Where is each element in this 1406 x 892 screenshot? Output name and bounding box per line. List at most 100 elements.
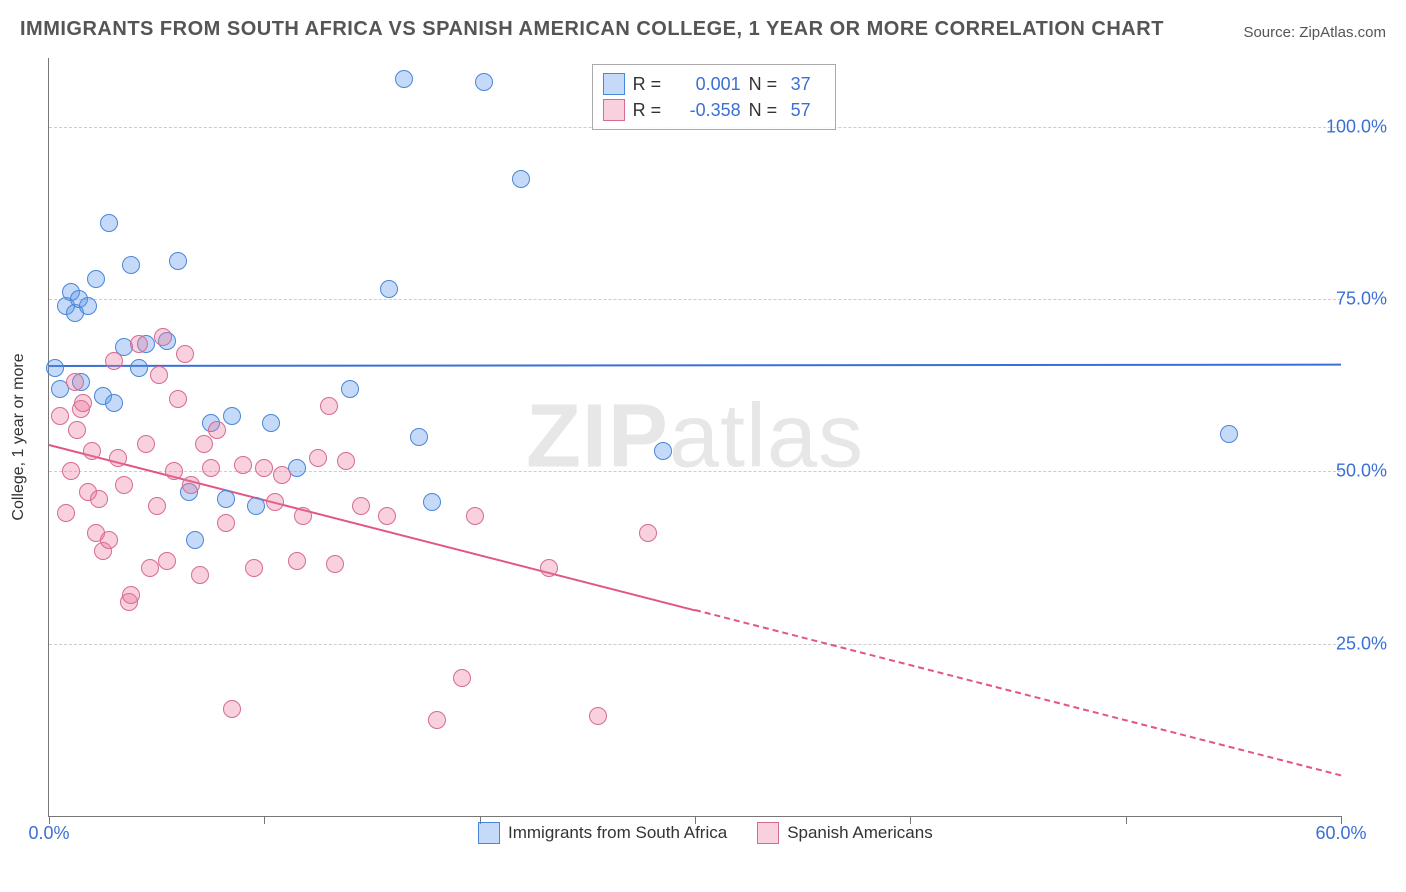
data-point xyxy=(137,435,155,453)
plot-outer: College, 1 year or more ZIPatlas 25.0%50… xyxy=(48,58,1386,848)
data-point xyxy=(74,394,92,412)
x-tick xyxy=(264,816,265,824)
legend-swatch xyxy=(603,73,625,95)
data-point xyxy=(66,373,84,391)
data-point xyxy=(1220,425,1238,443)
data-point xyxy=(191,566,209,584)
data-point xyxy=(57,504,75,522)
legend-r-value: -0.358 xyxy=(675,100,741,121)
y-tick-label: 25.0% xyxy=(1336,633,1387,654)
data-point xyxy=(79,297,97,315)
data-point xyxy=(141,559,159,577)
x-tick-label: 60.0% xyxy=(1315,823,1366,844)
data-point xyxy=(176,345,194,363)
data-point xyxy=(309,449,327,467)
data-point xyxy=(247,497,265,515)
data-point xyxy=(512,170,530,188)
data-point xyxy=(208,421,226,439)
data-point xyxy=(158,552,176,570)
data-point xyxy=(169,390,187,408)
gridline-h xyxy=(49,644,1341,645)
data-point xyxy=(654,442,672,460)
data-point xyxy=(255,459,273,477)
data-point xyxy=(109,449,127,467)
data-point xyxy=(217,514,235,532)
plot-area: College, 1 year or more ZIPatlas 25.0%50… xyxy=(48,58,1341,817)
trend-line xyxy=(695,609,1341,776)
source-attribution: Source: ZipAtlas.com xyxy=(1243,24,1386,41)
trend-line xyxy=(49,444,695,611)
data-point xyxy=(288,552,306,570)
data-point xyxy=(122,586,140,604)
data-point xyxy=(115,476,133,494)
data-point xyxy=(46,359,64,377)
y-tick-label: 75.0% xyxy=(1336,289,1387,310)
data-point xyxy=(148,497,166,515)
data-point xyxy=(195,435,213,453)
data-point xyxy=(326,555,344,573)
legend-swatch xyxy=(603,99,625,121)
legend-n-label: N = xyxy=(749,74,783,95)
watermark: ZIPatlas xyxy=(526,386,864,489)
x-tick-label: 0.0% xyxy=(28,823,69,844)
legend-stats: R = 0.001 N = 37 R = -0.358 N = 57 xyxy=(592,64,836,130)
data-point xyxy=(217,490,235,508)
legend-n-value: 57 xyxy=(791,100,825,121)
trend-line xyxy=(49,363,1341,366)
y-axis-label: College, 1 year or more xyxy=(10,353,28,520)
data-point xyxy=(87,270,105,288)
legend-n-label: N = xyxy=(749,100,783,121)
chart-title: IMMIGRANTS FROM SOUTH AFRICA VS SPANISH … xyxy=(20,18,1164,41)
legend-r-value: 0.001 xyxy=(675,74,741,95)
data-point xyxy=(165,462,183,480)
legend-stats-row: R = 0.001 N = 37 xyxy=(603,71,825,97)
legend-series-name: Immigrants from South Africa xyxy=(508,823,727,843)
data-point xyxy=(130,359,148,377)
data-point xyxy=(169,252,187,270)
data-point xyxy=(202,459,220,477)
data-point xyxy=(245,559,263,577)
y-tick-label: 50.0% xyxy=(1336,461,1387,482)
data-point xyxy=(423,493,441,511)
data-point xyxy=(540,559,558,577)
data-point xyxy=(380,280,398,298)
data-point xyxy=(589,707,607,725)
data-point xyxy=(234,456,252,474)
data-point xyxy=(105,352,123,370)
data-point xyxy=(154,328,172,346)
data-point xyxy=(273,466,291,484)
data-point xyxy=(130,335,148,353)
data-point xyxy=(223,700,241,718)
legend-swatch xyxy=(478,822,500,844)
data-point xyxy=(100,531,118,549)
legend-stats-row: R = -0.358 N = 57 xyxy=(603,97,825,123)
data-point xyxy=(395,70,413,88)
legend-n-value: 37 xyxy=(791,74,825,95)
legend-bottom: Immigrants from South Africa Spanish Amer… xyxy=(478,822,933,844)
data-point xyxy=(320,397,338,415)
legend-series-name: Spanish Americans xyxy=(787,823,933,843)
data-point xyxy=(428,711,446,729)
y-tick-label: 100.0% xyxy=(1326,116,1387,137)
data-point xyxy=(150,366,168,384)
data-point xyxy=(122,256,140,274)
data-point xyxy=(352,497,370,515)
gridline-h xyxy=(49,299,1341,300)
data-point xyxy=(90,490,108,508)
data-point xyxy=(475,73,493,91)
data-point xyxy=(378,507,396,525)
legend-item: Immigrants from South Africa xyxy=(478,822,727,844)
data-point xyxy=(186,531,204,549)
data-point xyxy=(100,214,118,232)
data-point xyxy=(294,507,312,525)
legend-swatch xyxy=(757,822,779,844)
legend-r-label: R = xyxy=(633,100,667,121)
data-point xyxy=(453,669,471,687)
data-point xyxy=(262,414,280,432)
data-point xyxy=(639,524,657,542)
data-point xyxy=(51,407,69,425)
data-point xyxy=(62,462,80,480)
legend-r-label: R = xyxy=(633,74,667,95)
data-point xyxy=(466,507,484,525)
data-point xyxy=(83,442,101,460)
